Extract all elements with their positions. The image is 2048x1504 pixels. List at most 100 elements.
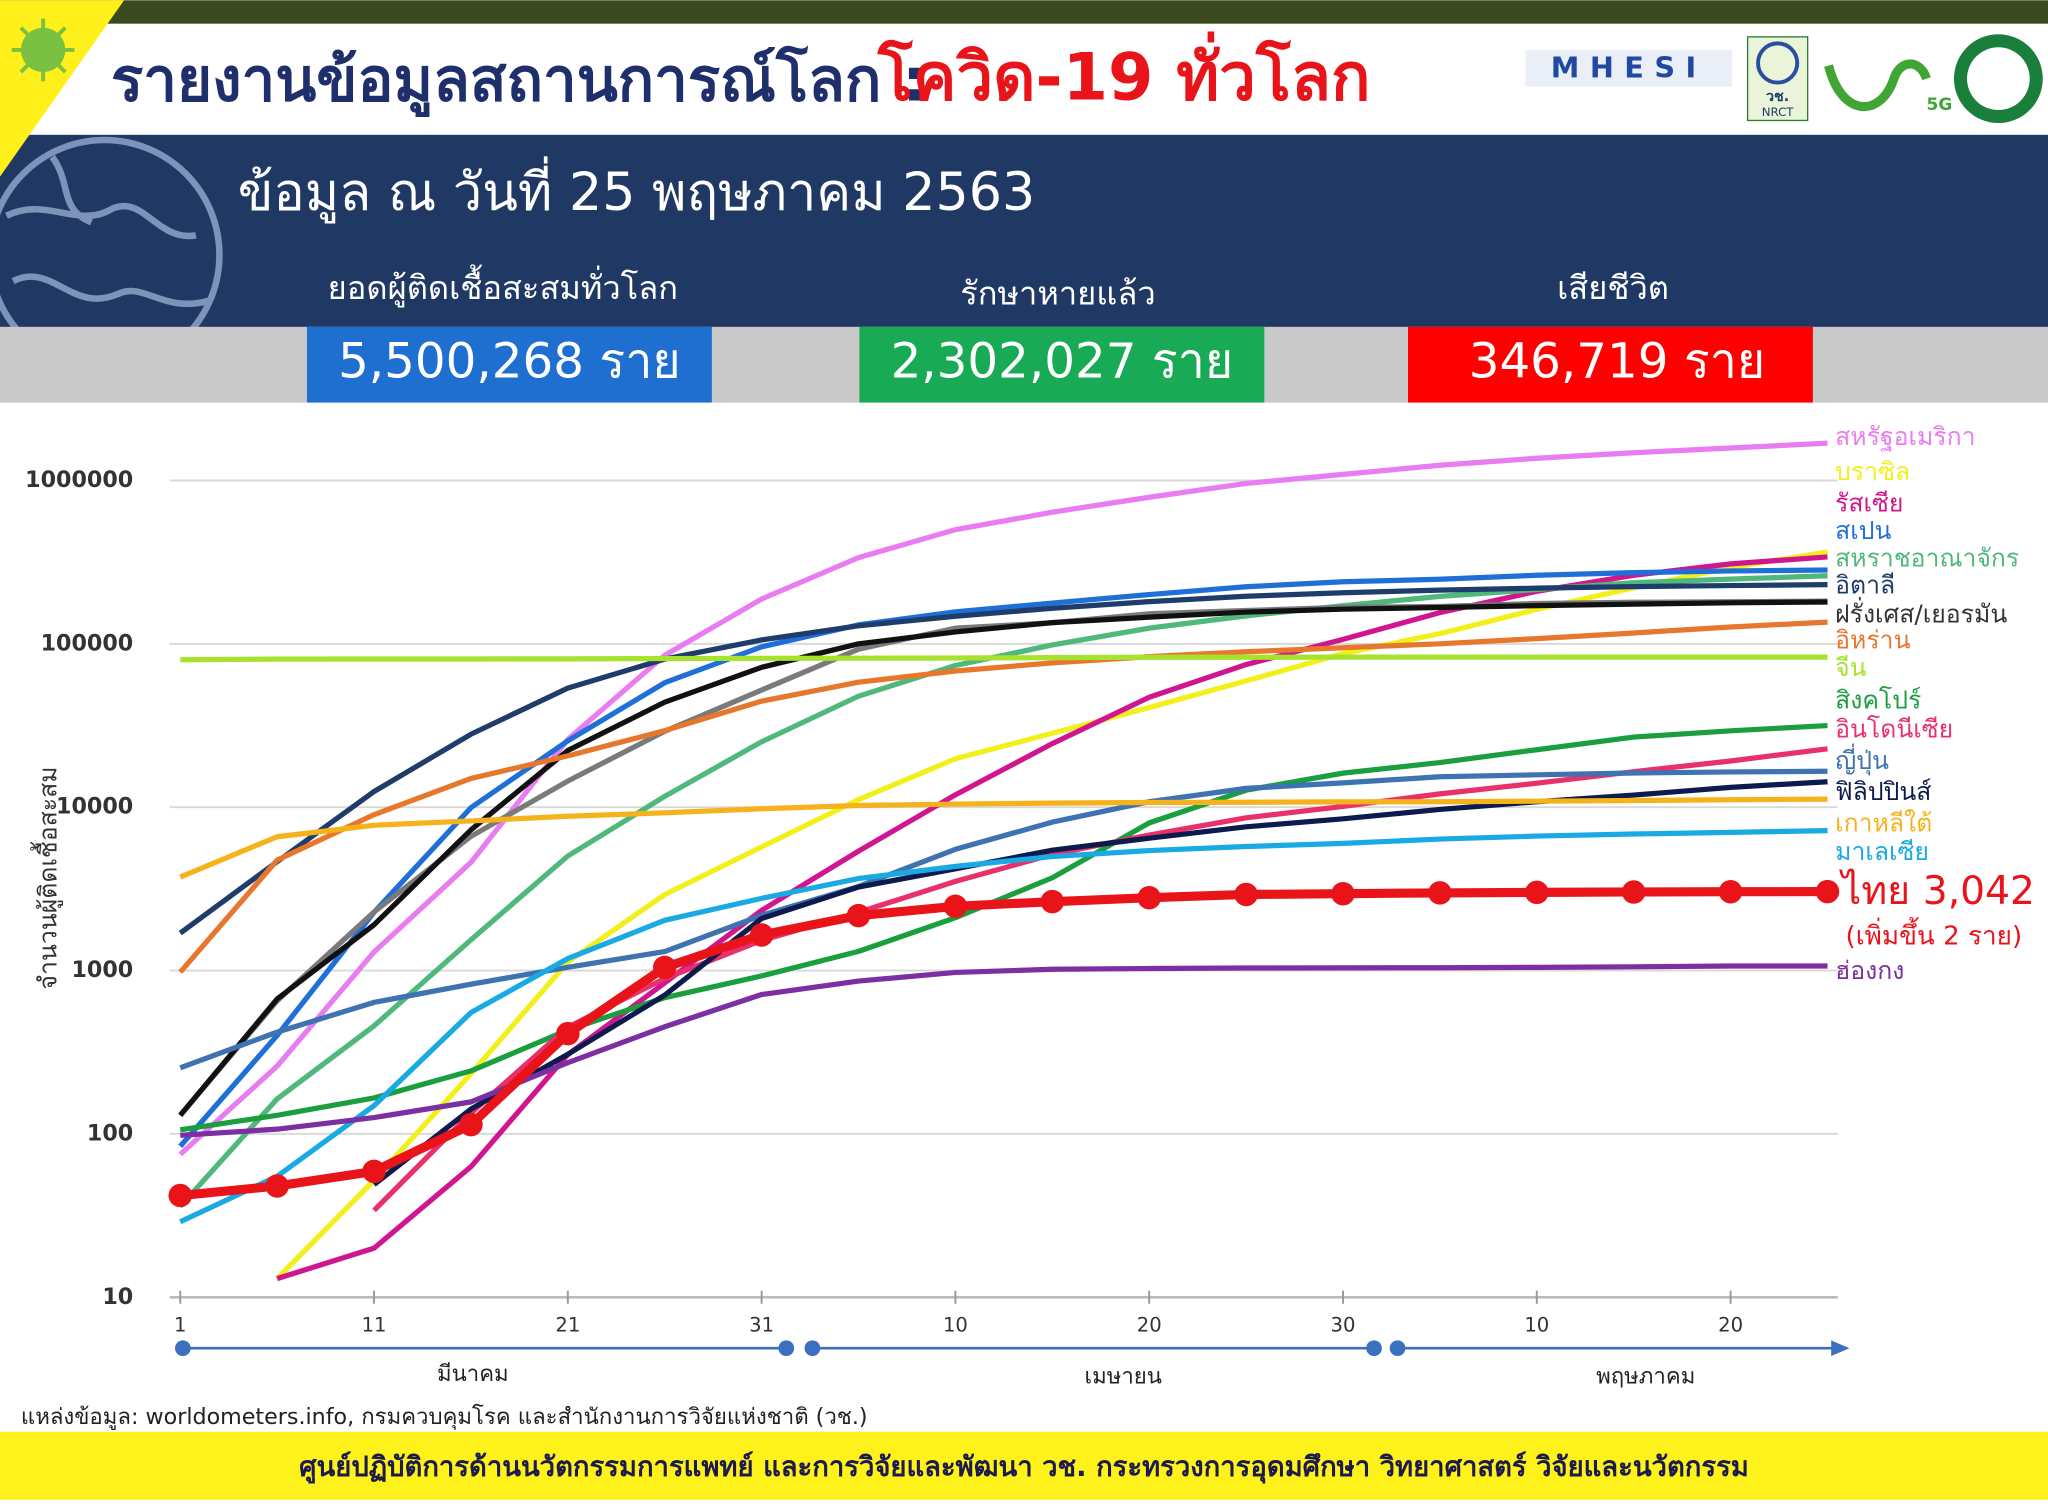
y-tick-label: 10 [102,1284,133,1310]
month-dot [804,1340,821,1357]
series-marker [1137,885,1161,910]
series-marker [168,1183,192,1208]
series-label: สหรัฐอเมริกา [1835,422,1975,451]
logo-box [1746,36,1809,122]
x-tick-label: 31 [749,1313,774,1336]
logo-text: MHESI [1551,51,1707,85]
stat-box [1408,326,1813,403]
month-label: พฤษภาคม [1596,1363,1695,1389]
series-line [178,582,1828,936]
series-label: มาเลเซีย [1835,837,1929,866]
arrow-head [1831,1340,1850,1357]
source: แหล่งข้อมูล: worldometers.info, กรมควบคุ… [21,1404,868,1430]
series-line [372,746,1828,1213]
series-label: สเปน [1835,516,1891,545]
x-tick-label: 20 [1137,1313,1162,1336]
annotation: (เพิ่มขึ้น 2 ราย) [1846,916,2023,951]
series-marker [362,1159,386,1184]
stat-total: ยอดผู้ติดเชื้อสะสมทั่วโลก 5,500,268 ราย [306,264,712,403]
month-dot [175,1340,191,1357]
stat-value: 5,500,268 ราย [338,334,681,390]
month-dot [1366,1340,1382,1357]
stat-value: 2,302,027 ราย [891,334,1234,390]
y-tick-label: 1000000 [25,467,133,493]
series-marker [556,1021,580,1046]
y-axis-title: จำนวนผู้ติดเชื้อสะสม [31,766,64,989]
series-line [178,440,1828,1157]
logo-text: วช. [1766,89,1789,105]
report-date: ข้อมูล ณ วันที่ 25 พฤษภาคม 2563 [238,156,1035,224]
logo-box [1525,49,1732,87]
y-tick-label: 10000 [56,794,133,820]
plot-lines [168,440,1840,1282]
series-line [179,887,1828,1201]
x-tick-label: 10 [1524,1313,1549,1336]
series-label: ญี่ปุ่น [1835,743,1889,776]
series-marker [1040,889,1065,914]
logo-text: NRCT [1762,105,1795,119]
x-tick-label: 10 [943,1313,968,1336]
x-tick-label: 30 [1331,1313,1356,1336]
series-line [180,963,1828,1138]
x-tick-label: 20 [1718,1313,1743,1336]
series-marker [652,955,677,980]
series-label: ฝรั่งเศส/เยอรมัน [1835,596,2007,628]
y-tick-label: 100 [87,1120,133,1146]
title-highlight: โควิด-19 ทั่วโลก [877,30,1371,115]
series-line [178,619,1828,974]
series-label: สหราชอาณาจักร [1835,543,2019,572]
month-dot [778,1340,795,1357]
series-marker [265,1174,289,1198]
series-marker [1815,879,1840,904]
series-marker [943,894,968,919]
stat-label: ยอดผู้ติดเชื้อสะสมทั่วโลก [328,264,678,308]
series-label: ฮ่องกง [1835,956,1904,985]
x-tick-label: 1 [174,1313,186,1336]
series-marker [1331,881,1355,906]
series-marker [1428,881,1452,905]
series-label: ไทย [1839,868,1910,914]
series-label: รัสเซีย [1835,488,1903,517]
logo-seal [1967,47,2030,110]
logo-text: 5G [1927,95,1953,115]
stat-value: 346,719 ราย [1469,334,1766,390]
series-marker [1621,880,1646,904]
series-line [179,768,1828,1071]
stat-deaths: เสียชีวิต 346,719 ราย [1408,269,1813,403]
logo-seal [1756,41,1800,85]
footer: ศูนย์ปฏิบัติการด้านนวัตกรรมการแพทย์ และก… [299,1451,1749,1484]
title: รายงานข้อมูลสถานการณ์โลก : [111,44,926,117]
series-label: เกาหลีใต้ [1835,808,1932,837]
month-dot [1389,1340,1406,1357]
y-tick-label: 100000 [41,630,134,656]
logo-mark [1824,59,1931,111]
series-marker [459,1112,483,1137]
series-line [180,654,1828,663]
series-line [179,796,1828,880]
series-line [179,827,1828,1225]
series-marker [1234,882,1258,907]
series-marker [1718,879,1743,904]
series-labels: สหรัฐอเมริกาบราซิลรัสเซียสเปนสหราชอาณาจั… [1835,422,2035,985]
stat-label: รักษาหายแล้ว [960,274,1155,312]
x-tick-label: 11 [362,1313,387,1336]
series-label: อิหร่าน [1835,626,1910,655]
series-label: สิงคโปร์ [1835,686,1921,715]
logos: MHESI วช. NRCT 5G [1525,34,2043,124]
series-marker [749,923,774,947]
series-label: อินโดนีเซีย [1835,714,1953,743]
stat-box [859,326,1265,403]
x-tick-label: 21 [555,1313,580,1336]
stat-recovered: รักษาหายแล้ว 2,302,027 ราย [859,274,1265,403]
footer-band [0,1431,2048,1500]
stat-box [306,326,712,403]
series-line [178,567,1828,1148]
stat-label: เสียชีวิต [1557,269,1669,307]
series-line [179,722,1828,1133]
value-label: 3,042 [1923,869,2035,914]
month-label: เมษายน [1085,1363,1162,1389]
series-label: บราซิล [1835,457,1910,486]
series-label: ฟิลิปปินส์ [1835,777,1931,806]
